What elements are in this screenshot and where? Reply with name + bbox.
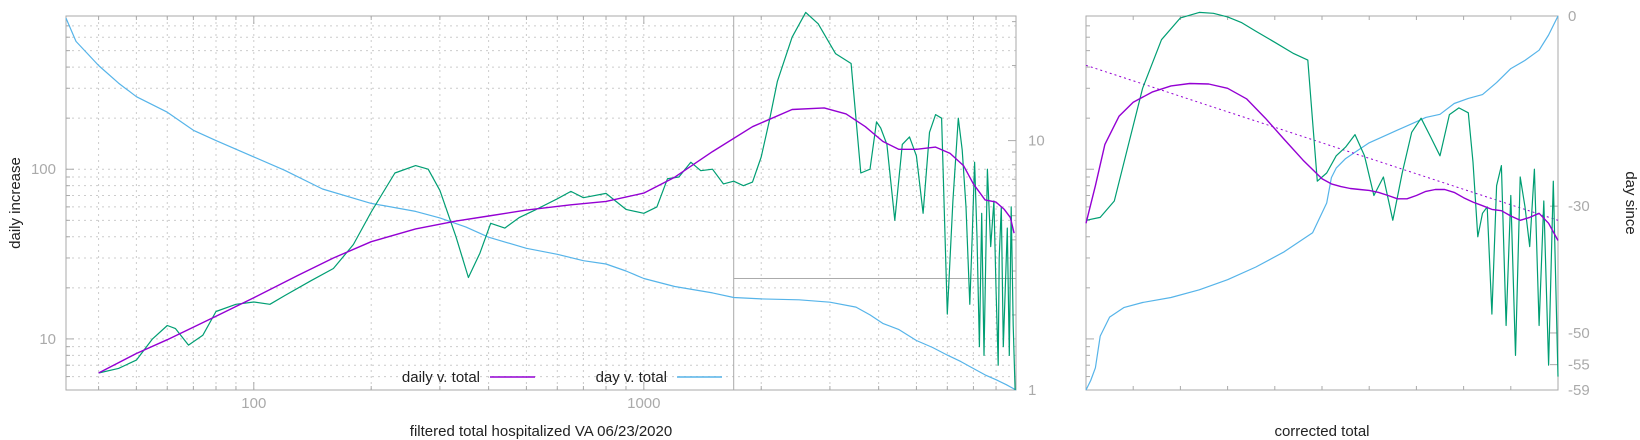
left-x-tick-label: 100 xyxy=(241,395,266,412)
left-y-tick-label: 100 xyxy=(31,161,56,178)
left-series-line-0 xyxy=(98,107,1015,374)
left-x-tick-label: 1000 xyxy=(627,395,660,412)
left-chart-panel: 100 1000 10 100 1 10 filtered total hospitali… xyxy=(7,11,1045,440)
left-x-axis-label: filtered total hospitalized VA 06/23/202… xyxy=(410,423,672,440)
right-x-axis-label: corrected total xyxy=(1274,423,1369,440)
left-y-tick-label: 10 xyxy=(39,331,56,348)
right-axis-ticks: 0 -30 -50 -55 -59 xyxy=(1085,8,1590,399)
legend-label-daily-v-total: daily v. total xyxy=(402,369,480,386)
right-series-line-0 xyxy=(1085,82,1559,241)
left-y2-tick-label: 10 xyxy=(1028,133,1045,150)
left-axis-ticks: 100 1000 10 100 1 10 xyxy=(31,15,1045,412)
left-y-axis-label: daily increase xyxy=(7,157,24,249)
right-series-group xyxy=(1085,11,1559,391)
right-plot-frame xyxy=(1085,15,1559,391)
legend-label-day-v-total: day v. total xyxy=(596,369,667,386)
right-series-line-1 xyxy=(1085,11,1559,377)
left-plot-frame xyxy=(65,15,1017,391)
inset-box xyxy=(733,277,1017,391)
left-series-line-1 xyxy=(98,11,1016,391)
left-y2-tick-label: 1 xyxy=(1028,382,1036,399)
right-y2-tick-label: -50 xyxy=(1568,325,1590,342)
left-series-line-2 xyxy=(65,17,1017,391)
left-gridlines xyxy=(66,15,1017,391)
right-y2-axis-label: day since xyxy=(1622,171,1639,234)
right-y2-tick-label: -55 xyxy=(1568,357,1590,374)
right-y2-tick-label: 0 xyxy=(1568,8,1576,25)
right-y2-tick-label: -30 xyxy=(1568,198,1590,215)
right-series-line-3 xyxy=(1085,15,1559,391)
right-series-line-2 xyxy=(1085,64,1559,221)
right-chart-panel: 0 -30 -50 -55 -59 corrected total day since xyxy=(1085,8,1639,440)
right-y2-tick-label: -59 xyxy=(1568,382,1590,399)
legend: daily v. total day v. total xyxy=(402,369,722,386)
left-series-group xyxy=(65,11,1017,391)
